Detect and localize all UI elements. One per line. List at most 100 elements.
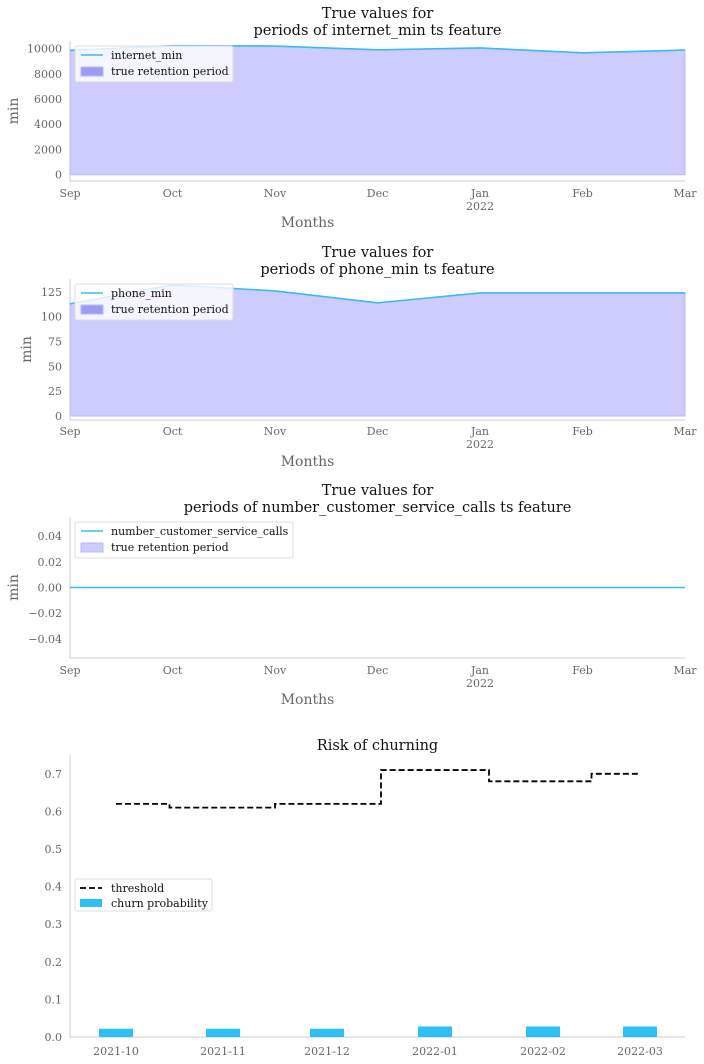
y-tick-label: 125 bbox=[41, 286, 62, 299]
x-tick-label: 2021-10 bbox=[93, 1045, 139, 1058]
legend-label: true retention period bbox=[111, 65, 229, 78]
y-tick-label: 6000 bbox=[34, 93, 62, 106]
chart-title-line: periods of phone_min ts feature bbox=[260, 262, 494, 278]
churn-bar bbox=[418, 1026, 452, 1037]
x-tick-label: Mar bbox=[673, 425, 697, 438]
y-axis-label: min bbox=[6, 574, 22, 601]
y-tick-label: 75 bbox=[48, 336, 62, 349]
legend-label: number_customer_service_calls bbox=[111, 525, 289, 538]
y-tick-label: 0.04 bbox=[38, 530, 63, 543]
chart-title-line: periods of number_customer_service_calls… bbox=[184, 500, 572, 516]
x-year-label: 2022 bbox=[466, 438, 494, 451]
x-tick-label: Nov bbox=[264, 664, 287, 677]
legend-frame bbox=[74, 521, 294, 559]
y-axis-label: min bbox=[19, 336, 35, 363]
y-tick-label: 10000 bbox=[27, 43, 62, 56]
chart-title-line: True values for bbox=[322, 245, 434, 261]
y-tick-label: 25 bbox=[48, 385, 62, 398]
x-tick-label: Dec bbox=[367, 425, 389, 438]
x-tick-label: Dec bbox=[367, 664, 389, 677]
x-tick-label: Oct bbox=[163, 187, 183, 200]
chart-4: Risk of churning 0.0 0.1 0.2 0.3 0.4 0.5 0.6 0.7… bbox=[45, 738, 685, 1058]
chart-title-line: True values for bbox=[322, 6, 434, 22]
legend-fill-swatch bbox=[80, 542, 104, 553]
x-tick-label: Jan bbox=[470, 664, 489, 677]
legend-label: true retention period bbox=[111, 303, 229, 316]
y-tick-label: 50 bbox=[48, 360, 62, 373]
x-tick-label: Mar bbox=[673, 664, 697, 677]
y-tick-label: 8000 bbox=[34, 68, 62, 81]
x-tick-label: 2022-01 bbox=[412, 1045, 458, 1058]
y-tick-label: −0.04 bbox=[28, 633, 62, 646]
x-tick-label: Sep bbox=[59, 664, 80, 677]
y-tick-label: 0.5 bbox=[45, 843, 63, 856]
x-tick-label: Sep bbox=[59, 187, 80, 200]
legend: threshold churn probability bbox=[74, 878, 213, 912]
x-tick-label: Feb bbox=[572, 425, 593, 438]
legend-label: churn probability bbox=[111, 897, 209, 910]
x-tick-label: Oct bbox=[163, 664, 183, 677]
x-axis-label: Months bbox=[281, 692, 335, 708]
x-tick-label: Feb bbox=[572, 664, 593, 677]
y-tick-label: 0.00 bbox=[38, 582, 63, 595]
legend-label: threshold bbox=[111, 882, 164, 895]
x-tick-label: 2022-02 bbox=[520, 1045, 566, 1058]
y-tick-label: 0.1 bbox=[45, 993, 63, 1006]
x-tick-label: Mar bbox=[673, 187, 697, 200]
y-tick-label: 0.6 bbox=[45, 805, 63, 818]
y-tick-label: 0 bbox=[55, 410, 62, 423]
x-tick-label: 2022-03 bbox=[617, 1045, 663, 1058]
legend-frame bbox=[74, 283, 234, 321]
threshold-line bbox=[116, 769, 640, 809]
x-tick-label: Jan bbox=[470, 425, 489, 438]
x-tick-label: Nov bbox=[264, 187, 287, 200]
y-tick-label: 0.3 bbox=[45, 918, 63, 931]
y-tick-label: 0.02 bbox=[38, 556, 63, 569]
y-tick-label: 2000 bbox=[34, 143, 62, 156]
x-tick-label: Oct bbox=[163, 425, 183, 438]
y-tick-label: −0.02 bbox=[28, 607, 62, 620]
chart-title-line: periods of internet_min ts feature bbox=[254, 23, 502, 39]
x-tick-label: 2021-11 bbox=[200, 1045, 246, 1058]
y-axis-label: min bbox=[6, 98, 22, 125]
x-tick-label: Nov bbox=[264, 425, 287, 438]
x-tick-label: Feb bbox=[572, 187, 593, 200]
y-tick-label: 0 bbox=[55, 169, 62, 182]
churn-bar bbox=[310, 1028, 344, 1037]
chart-title-line: True values for bbox=[322, 483, 434, 499]
churn-bar bbox=[623, 1026, 657, 1037]
legend-fill-swatch bbox=[80, 304, 104, 315]
y-tick-label: 0.4 bbox=[45, 881, 63, 894]
x-year-label: 2022 bbox=[466, 200, 494, 213]
x-year-label: 2022 bbox=[466, 677, 494, 690]
churn-bar bbox=[526, 1026, 560, 1037]
legend-label: phone_min bbox=[111, 287, 172, 300]
x-axis-label: Months bbox=[281, 454, 335, 470]
chart-title: Risk of churning bbox=[317, 738, 438, 754]
legend-label: true retention period bbox=[111, 541, 229, 554]
legend-frame bbox=[74, 878, 213, 912]
y-tick-label: 4000 bbox=[34, 118, 62, 131]
x-tick-label: Sep bbox=[59, 425, 80, 438]
y-tick-label: 0.0 bbox=[45, 1031, 63, 1044]
y-tick-label: 100 bbox=[41, 311, 62, 324]
x-tick-label: Dec bbox=[367, 187, 389, 200]
x-axis-label: Months bbox=[281, 215, 335, 231]
legend-bar-swatch bbox=[80, 899, 102, 907]
legend-frame bbox=[74, 45, 234, 83]
x-tick-label: Jan bbox=[470, 187, 489, 200]
x-tick-label: 2021-12 bbox=[304, 1045, 350, 1058]
churn-bar bbox=[206, 1028, 240, 1037]
legend-label: internet_min bbox=[111, 49, 182, 62]
y-tick-label: 0.7 bbox=[45, 768, 63, 781]
legend-fill-swatch bbox=[80, 66, 104, 77]
y-tick-label: 0.2 bbox=[45, 956, 63, 969]
churn-bar bbox=[99, 1028, 133, 1037]
